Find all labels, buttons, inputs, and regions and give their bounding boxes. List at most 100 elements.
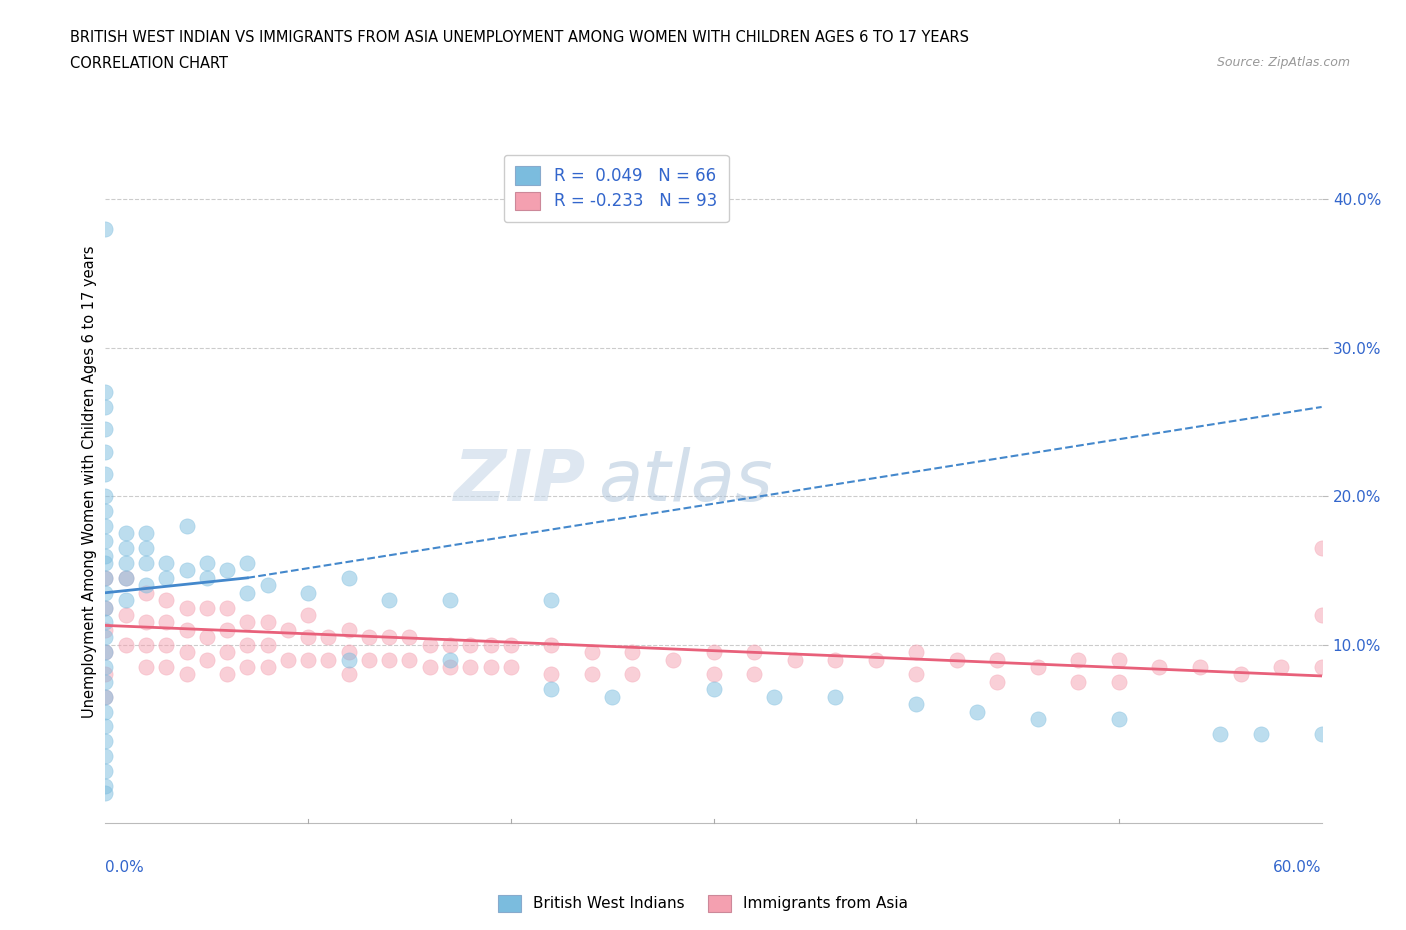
Point bbox=[217, 600, 239, 615]
Point bbox=[94, 221, 117, 236]
Point bbox=[155, 659, 177, 674]
Point bbox=[966, 704, 988, 719]
Point bbox=[195, 600, 218, 615]
Point bbox=[1108, 711, 1130, 726]
Point bbox=[217, 622, 239, 637]
Point bbox=[763, 689, 786, 704]
Point bbox=[155, 615, 177, 630]
Point bbox=[94, 778, 117, 793]
Point bbox=[905, 697, 928, 711]
Point bbox=[114, 540, 136, 555]
Point bbox=[94, 445, 117, 459]
Point bbox=[94, 555, 117, 570]
Point bbox=[94, 749, 117, 764]
Point bbox=[1067, 674, 1090, 689]
Point bbox=[114, 570, 136, 585]
Point bbox=[94, 585, 117, 600]
Point bbox=[297, 652, 319, 667]
Point bbox=[277, 622, 299, 637]
Point bbox=[621, 644, 644, 659]
Point bbox=[499, 637, 522, 652]
Point bbox=[378, 630, 401, 644]
Point bbox=[94, 674, 117, 689]
Point bbox=[135, 525, 157, 540]
Point bbox=[540, 667, 562, 682]
Point bbox=[195, 570, 218, 585]
Point bbox=[114, 525, 136, 540]
Point bbox=[742, 644, 765, 659]
Legend: British West Indians, Immigrants from Asia: British West Indians, Immigrants from As… bbox=[492, 889, 914, 918]
Point bbox=[702, 667, 725, 682]
Point bbox=[114, 555, 136, 570]
Point bbox=[905, 667, 928, 682]
Text: 0.0%: 0.0% bbox=[105, 860, 145, 875]
Point bbox=[176, 667, 198, 682]
Point bbox=[540, 682, 562, 697]
Point bbox=[135, 578, 157, 592]
Point bbox=[217, 644, 239, 659]
Point bbox=[419, 637, 441, 652]
Point bbox=[1310, 607, 1333, 622]
Point bbox=[94, 385, 117, 400]
Point bbox=[94, 467, 117, 482]
Point bbox=[1108, 652, 1130, 667]
Point bbox=[94, 644, 117, 659]
Point bbox=[94, 659, 117, 674]
Point bbox=[824, 689, 846, 704]
Point bbox=[94, 689, 117, 704]
Point bbox=[1310, 726, 1333, 741]
Point bbox=[986, 652, 1008, 667]
Point bbox=[236, 637, 259, 652]
Point bbox=[94, 644, 117, 659]
Point bbox=[94, 488, 117, 503]
Point bbox=[439, 637, 461, 652]
Point bbox=[94, 570, 117, 585]
Point bbox=[256, 615, 278, 630]
Point bbox=[945, 652, 967, 667]
Point bbox=[155, 637, 177, 652]
Point bbox=[337, 652, 360, 667]
Point bbox=[236, 555, 259, 570]
Point bbox=[94, 600, 117, 615]
Point bbox=[94, 422, 117, 437]
Point bbox=[94, 667, 117, 682]
Point bbox=[783, 652, 806, 667]
Point bbox=[94, 764, 117, 778]
Point bbox=[94, 630, 117, 644]
Point bbox=[1149, 659, 1171, 674]
Point bbox=[865, 652, 887, 667]
Point bbox=[540, 637, 562, 652]
Point bbox=[114, 592, 136, 607]
Point bbox=[439, 652, 461, 667]
Point bbox=[176, 563, 198, 578]
Point bbox=[458, 637, 481, 652]
Point bbox=[94, 734, 117, 749]
Point bbox=[135, 555, 157, 570]
Point bbox=[1026, 711, 1049, 726]
Point bbox=[256, 659, 278, 674]
Point bbox=[398, 630, 420, 644]
Point bbox=[318, 630, 340, 644]
Point bbox=[540, 592, 562, 607]
Point bbox=[419, 659, 441, 674]
Point bbox=[236, 615, 259, 630]
Point bbox=[702, 644, 725, 659]
Point bbox=[1067, 652, 1090, 667]
Point bbox=[94, 615, 117, 630]
Point bbox=[94, 622, 117, 637]
Point bbox=[176, 518, 198, 533]
Point bbox=[94, 786, 117, 801]
Point bbox=[337, 644, 360, 659]
Point bbox=[458, 659, 481, 674]
Point bbox=[1250, 726, 1272, 741]
Legend: R =  0.049   N = 66, R = -0.233   N = 93: R = 0.049 N = 66, R = -0.233 N = 93 bbox=[503, 154, 728, 222]
Text: CORRELATION CHART: CORRELATION CHART bbox=[70, 56, 228, 71]
Point bbox=[1189, 659, 1212, 674]
Point bbox=[378, 652, 401, 667]
Point bbox=[600, 689, 623, 704]
Point bbox=[297, 630, 319, 644]
Point bbox=[1108, 674, 1130, 689]
Point bbox=[479, 637, 502, 652]
Point bbox=[702, 682, 725, 697]
Point bbox=[94, 518, 117, 533]
